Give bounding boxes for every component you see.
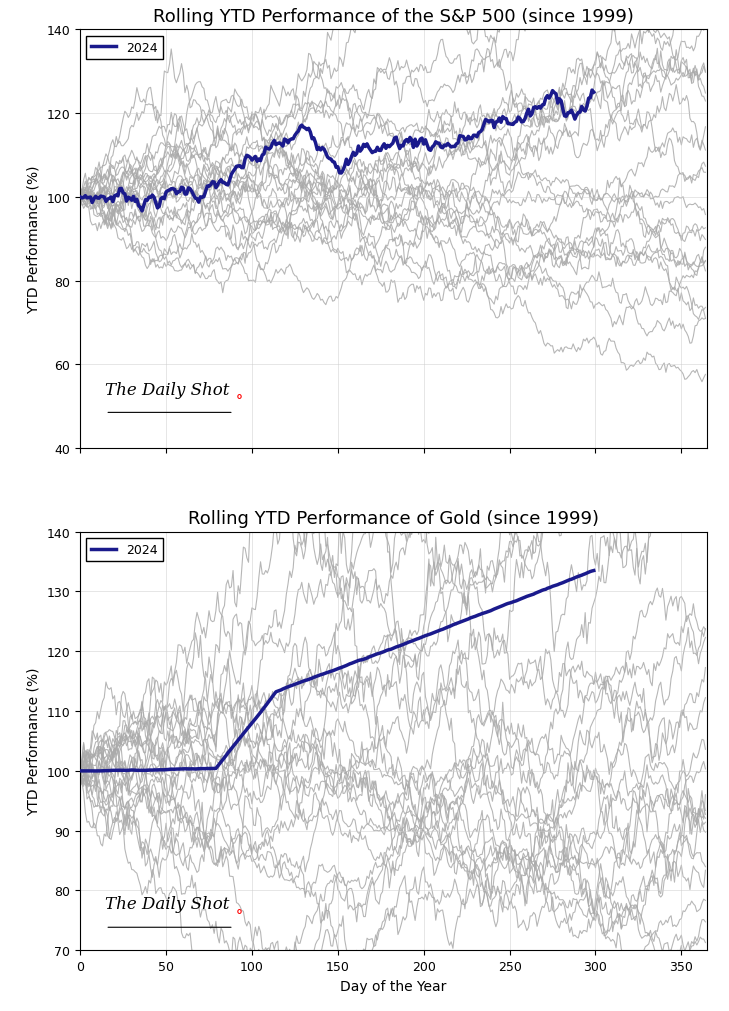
Title: Rolling YTD Performance of the S&P 500 (since 1999): Rolling YTD Performance of the S&P 500 (… <box>153 8 634 26</box>
Y-axis label: YTD Performance (%): YTD Performance (%) <box>27 667 41 816</box>
Text: The Daily Shot: The Daily Shot <box>105 381 230 398</box>
Text: °: ° <box>235 393 243 407</box>
Legend: 2024: 2024 <box>87 539 163 561</box>
Text: °: ° <box>235 908 243 922</box>
Text: The Daily Shot: The Daily Shot <box>105 896 230 913</box>
Y-axis label: YTD Performance (%): YTD Performance (%) <box>27 165 41 313</box>
Legend: 2024: 2024 <box>87 36 163 60</box>
Title: Rolling YTD Performance of Gold (since 1999): Rolling YTD Performance of Gold (since 1… <box>188 510 599 528</box>
X-axis label: Day of the Year: Day of the Year <box>340 979 447 993</box>
